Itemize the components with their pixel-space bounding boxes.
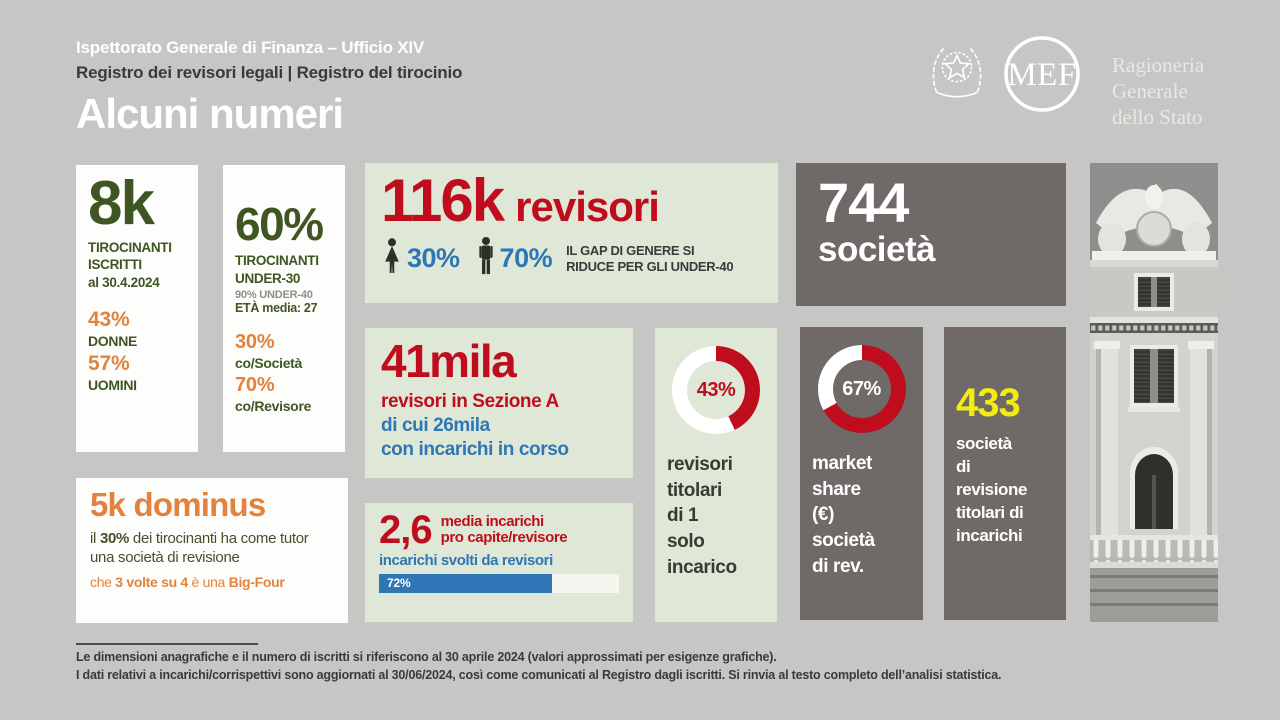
footer-divider (76, 643, 258, 645)
mef-logo: MEF (1000, 34, 1088, 114)
revisori-big-number: 116k (381, 167, 505, 234)
card-donut-43: 43% revisori titolari di 1 solo incarico (655, 328, 777, 622)
societa-word: società (818, 230, 936, 269)
dominus-body-pre: il (90, 529, 100, 547)
sezione-a-line1: revisori in Sezione A (381, 391, 559, 412)
pct-co-societa: 30% (235, 331, 275, 354)
footnote-line1: Le dimensioni anagrafiche e il numero di… (76, 650, 777, 664)
gender-gap-note: IL GAP DI GENERE SI RIDUCE PER GLI UNDER… (566, 242, 734, 274)
dominus-body-post: dei tirocinanti ha come tutor una societ… (90, 529, 309, 567)
female-pct: 30% (407, 243, 460, 273)
pct-uomini: 57% (88, 351, 130, 375)
sezione-a-line3: con incarichi in corso (381, 438, 569, 460)
dominus-foot-bold2: Big-Four (228, 573, 285, 590)
dominus-body: il 30% dei tirocinanti ha come tutor una… (90, 529, 334, 568)
card-744-societa: 744 società (796, 163, 1066, 306)
eta-media-note: ETÀ media: 27 (235, 301, 318, 316)
pct-donne: 43% (88, 307, 130, 331)
under40-note: 90% UNDER-40 (235, 289, 313, 302)
media-sub-label: media incarichi pro capite/revisore (440, 512, 568, 546)
footnote-line2: I dati relativi a incarichi/corrispettiv… (76, 668, 1002, 682)
dominus-foot: che 3 volte su 4 è una Big-Four (90, 574, 334, 590)
bar-chart-label: incarichi svolti da revisori (379, 552, 553, 569)
societa-433-label: società di revisione titolari di incaric… (956, 434, 1028, 545)
sezione-a-line2: di cui 26mila (381, 414, 490, 436)
dominus-body-bold: 30% (99, 529, 130, 547)
co-revisore-label: co/Revisore (235, 398, 312, 415)
office-subtitle: Ispettorato Generale di Finanza – Uffici… (76, 38, 425, 57)
under30-big-number: 60% (235, 198, 324, 250)
card-433-societa: 433 società di revisione titolari di inc… (944, 327, 1066, 620)
societa-big-number: 744 (818, 171, 909, 234)
card-revisori: 116k revisori 30% 70 (365, 163, 778, 303)
sezione-a-big-number: 41mila (381, 335, 517, 387)
donut-43-value: 43% (696, 378, 736, 401)
page-title: Alcuni numeri (76, 90, 344, 137)
tirocinanti-label: TIROCINANTI ISCRITTI al 30.4.2024 (88, 239, 172, 290)
pct-co-revisore: 70% (235, 374, 275, 397)
donut-67-hole (832, 360, 891, 418)
dominus-foot-pre: che (90, 573, 116, 590)
female-icon (381, 238, 403, 279)
donut-43-label: revisori titolari di 1 solo incarico (667, 454, 737, 578)
progress-bar-track: 72% (379, 574, 619, 593)
uomini-label: UOMINI (88, 377, 137, 393)
male-pct: 70% (499, 243, 553, 273)
dominus-big-number: 5k dominus (90, 486, 266, 523)
co-societa-label: co/Società (235, 355, 303, 372)
rgs-wordmark: Ragioneria Generale dello Stato (1112, 53, 1205, 129)
male-icon (476, 237, 496, 280)
card-sezione-a: 41mila revisori in Sezione A di cui 26mi… (365, 328, 633, 478)
card-dominus: 5k dominus il 30% dei tirocinanti ha com… (76, 478, 348, 623)
card-under30: 60% TIROCINANTI UNDER-30 90% UNDER-40 ET… (223, 165, 345, 452)
mef-logo-text: MEF (1007, 57, 1076, 93)
dominus-foot-bold1: 3 volte su 4 (115, 573, 188, 590)
under30-label: TIROCINANTI UNDER-30 (235, 253, 319, 286)
building-photo (1090, 163, 1218, 622)
dominus-foot-mid: è una (187, 573, 229, 590)
card-media-incarichi: 2,6 media incarichi pro capite/revisore … (365, 503, 633, 622)
donut-67-label: market share (€) società di rev. (812, 453, 875, 577)
donut-chart-43: 43% (672, 346, 760, 434)
donne-label: DONNE (88, 332, 138, 349)
italy-emblem-icon (924, 38, 990, 104)
progress-bar-fill: 72% (379, 574, 552, 593)
tirocinanti-big-number: 8k (88, 169, 155, 238)
registry-subtitle: Registro dei revisori legali | Registro … (76, 63, 463, 82)
donut-43-hole (687, 361, 745, 419)
revisori-word: revisori (515, 183, 660, 230)
societa-433-big-number: 433 (956, 381, 1021, 425)
media-big-number: 2,6 (379, 508, 433, 552)
donut-67-value: 67% (842, 377, 881, 400)
donut-chart-67: 67% (817, 345, 906, 433)
card-donut-67: 67% market share (€) società di rev. (800, 327, 923, 620)
card-tirocinanti: 8k TIROCINANTI ISCRITTI al 30.4.2024 43%… (76, 165, 198, 452)
